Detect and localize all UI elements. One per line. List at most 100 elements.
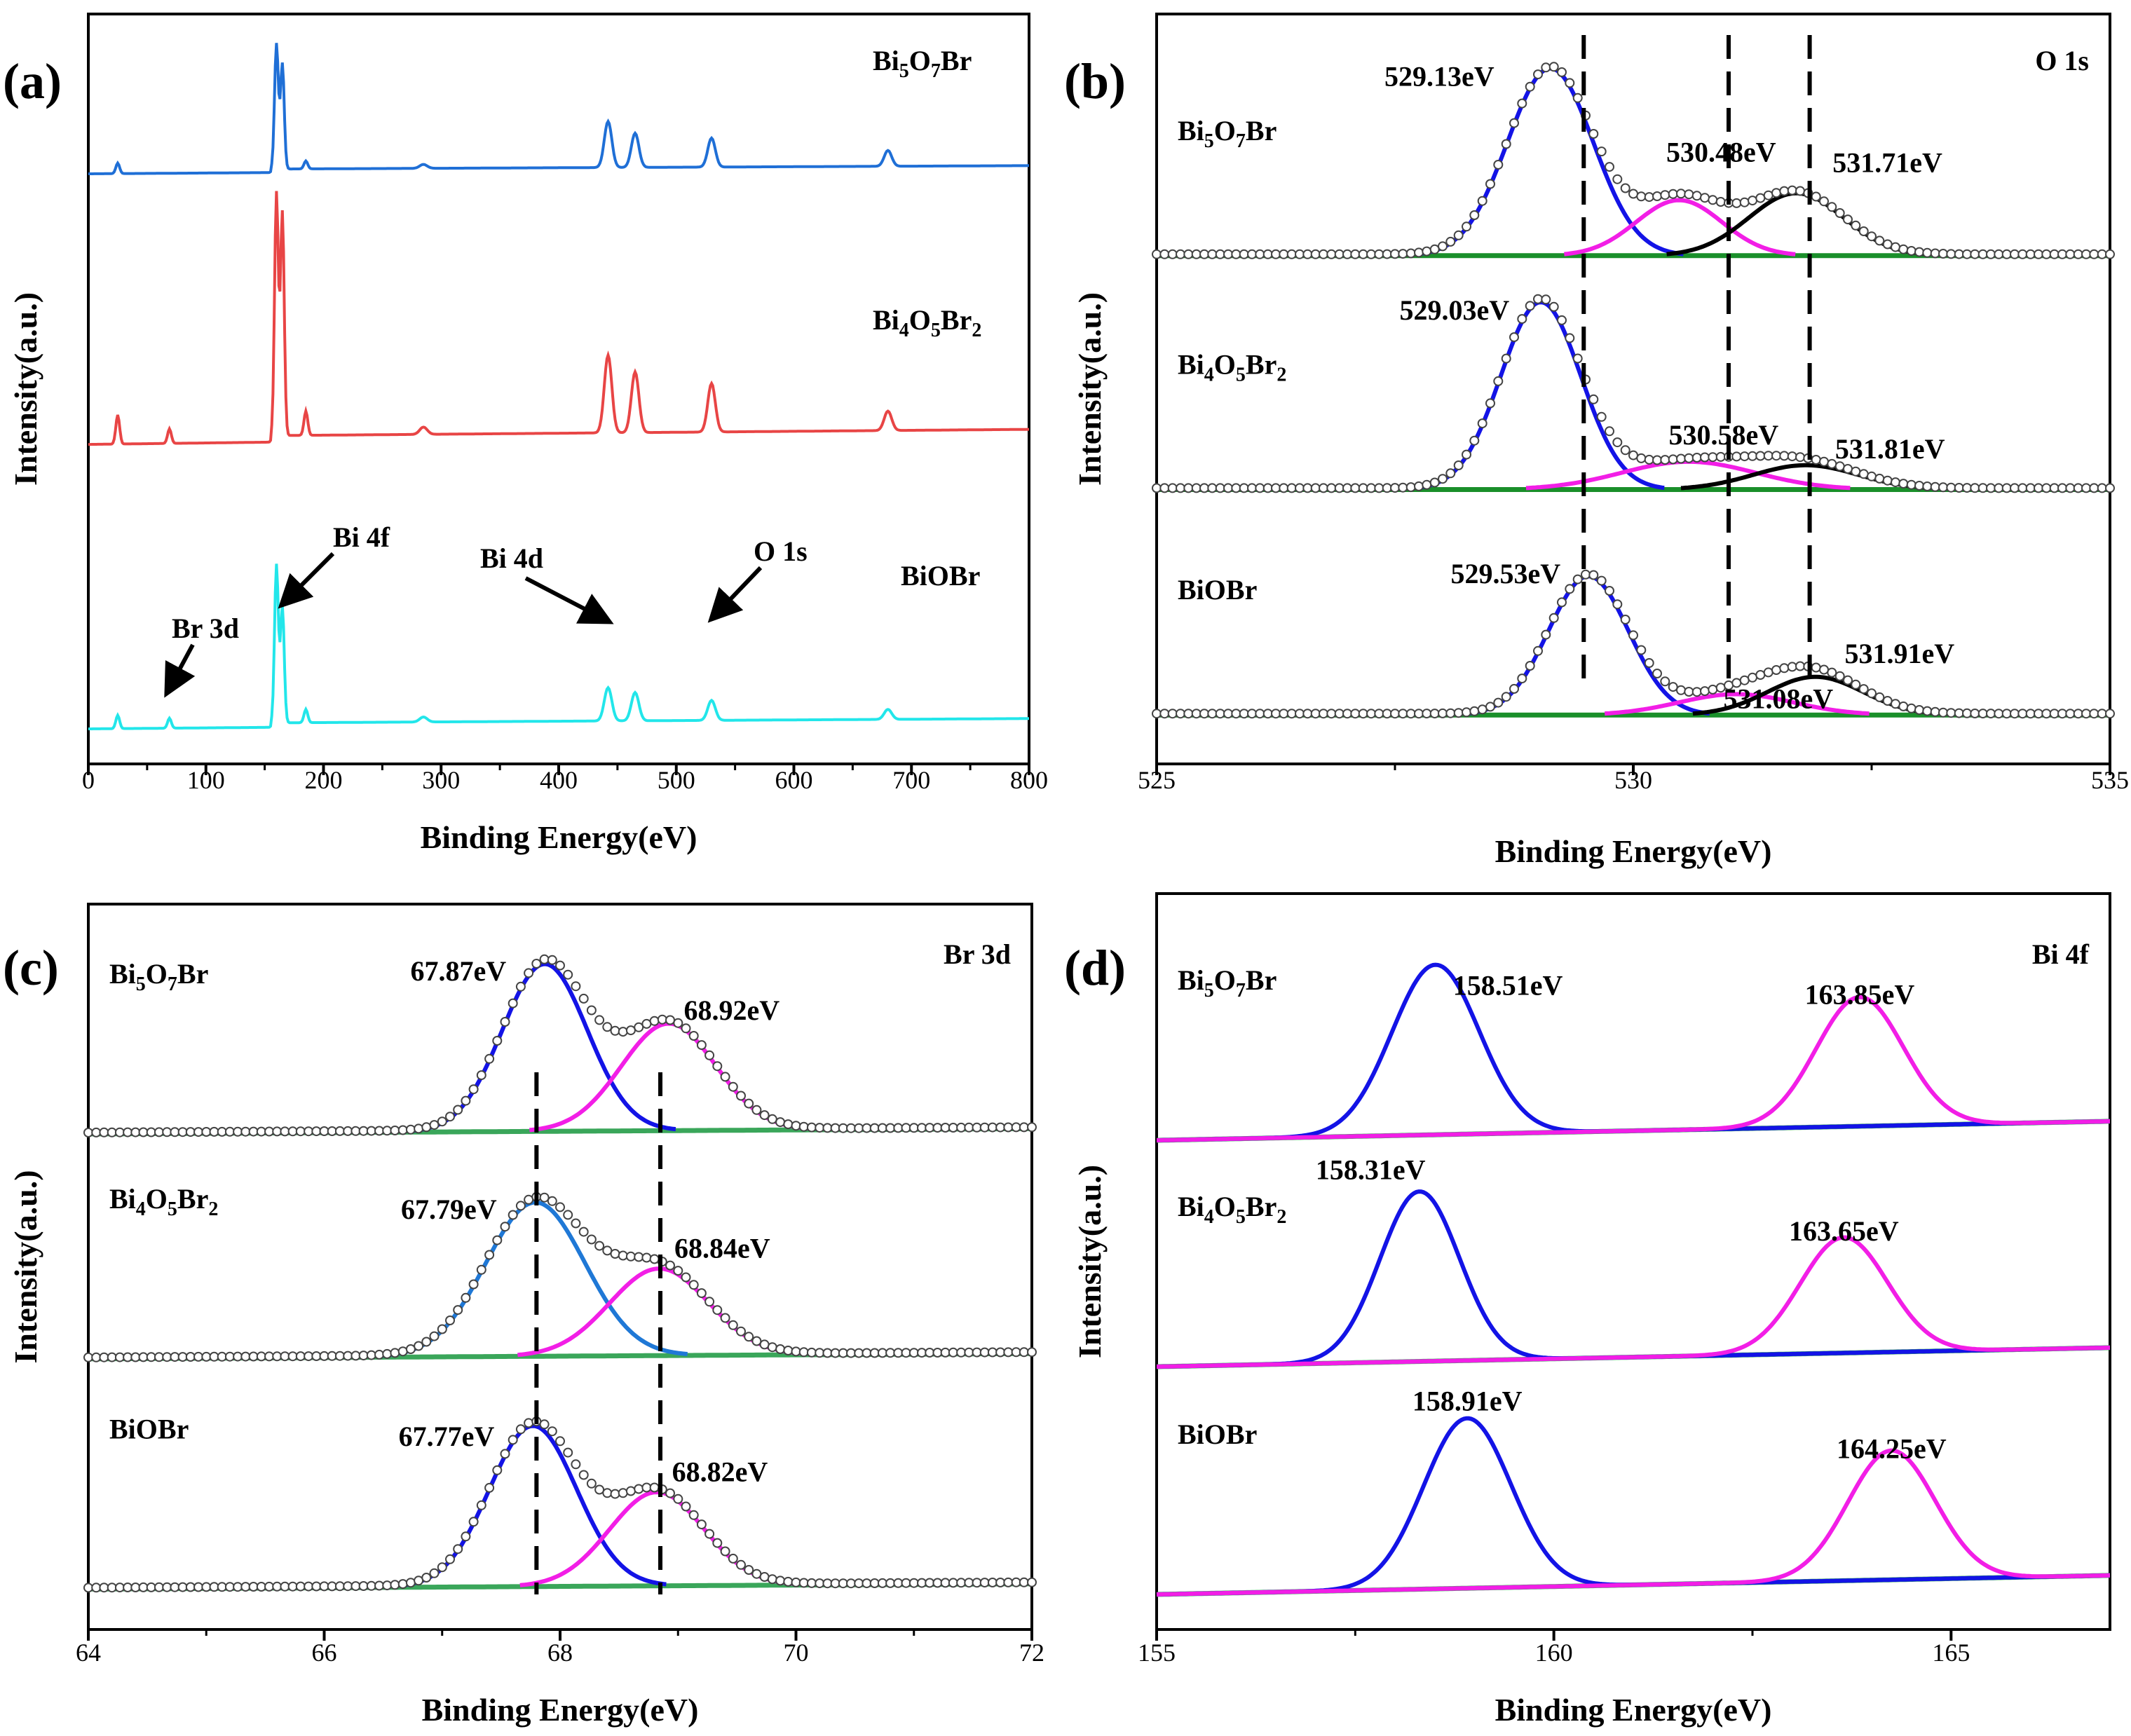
data-point bbox=[1342, 483, 1352, 493]
data-point bbox=[1731, 198, 1742, 208]
data-point bbox=[767, 1114, 777, 1124]
data-point bbox=[146, 1582, 156, 1592]
data-point bbox=[2025, 249, 2036, 259]
series-label-Bi4O5Br2-part: 5 bbox=[1236, 364, 1246, 385]
data-point bbox=[1867, 231, 1877, 242]
data-point bbox=[539, 954, 550, 964]
fit-component bbox=[1157, 1189, 2111, 1369]
data-point bbox=[759, 1339, 770, 1350]
data-point bbox=[1493, 697, 1504, 708]
data-point bbox=[414, 1341, 424, 1351]
data-point bbox=[893, 1578, 904, 1588]
data-point bbox=[1445, 708, 1456, 718]
data-point bbox=[1771, 451, 1781, 461]
data-point bbox=[421, 1337, 432, 1347]
data-point bbox=[1445, 468, 1456, 479]
series-Bi4O5Br2: Bi4O5Br2 67.79eV 68.84eV bbox=[83, 1183, 1037, 1362]
data-point bbox=[1358, 483, 1368, 493]
y-axis-title: Intensity(a.u.) bbox=[8, 292, 43, 486]
series-label-Bi4O5Br2-part: 4 bbox=[1204, 1206, 1214, 1228]
peak-annotation: Br 3d bbox=[172, 613, 239, 644]
series-label-Bi4O5Br2-part: Br bbox=[941, 304, 972, 336]
data-point bbox=[1755, 451, 1766, 461]
x-tick-label: 165 bbox=[1932, 1639, 1970, 1667]
data-point bbox=[1223, 709, 1233, 719]
data-point bbox=[1366, 483, 1376, 493]
x-axis-title: Binding Energy(eV) bbox=[422, 1692, 699, 1728]
data-point bbox=[461, 1095, 471, 1106]
panel-label: (d) bbox=[1064, 940, 1126, 996]
data-point bbox=[193, 1582, 203, 1592]
data-point bbox=[138, 1352, 149, 1362]
data-point bbox=[1342, 709, 1352, 719]
series-label-Bi4O5Br2-part: 5 bbox=[931, 320, 941, 341]
data-point bbox=[1350, 709, 1361, 719]
data-point bbox=[1962, 483, 1972, 493]
data-point bbox=[751, 1568, 762, 1579]
peak-value-label: 164.25eV bbox=[1837, 1433, 1947, 1465]
data-point bbox=[224, 1351, 235, 1362]
data-point bbox=[798, 1347, 809, 1358]
data-point bbox=[1946, 708, 1956, 718]
data-point bbox=[649, 1482, 660, 1493]
data-point bbox=[1596, 146, 1607, 157]
data-point bbox=[107, 1583, 117, 1593]
series-label-Bi5O7Br-part: Bi bbox=[1178, 964, 1204, 996]
x-tick-label: 800 bbox=[1010, 766, 1048, 794]
data-point bbox=[492, 1465, 503, 1475]
data-point bbox=[1525, 301, 1535, 311]
data-point bbox=[1557, 315, 1567, 325]
data-point bbox=[1247, 249, 1257, 259]
data-point bbox=[893, 1348, 904, 1358]
survey-spectrum-Bi4O5Br2 bbox=[88, 191, 1029, 446]
x-tick-label: 535 bbox=[2091, 766, 2129, 794]
data-point bbox=[688, 1031, 699, 1041]
data-point bbox=[445, 1112, 455, 1122]
series-label-Bi4O5Br2-part: Bi bbox=[109, 1183, 136, 1215]
data-point bbox=[1231, 483, 1241, 493]
data-point bbox=[1453, 708, 1464, 718]
data-point bbox=[1429, 477, 1440, 488]
data-point bbox=[1906, 246, 1916, 256]
data-point bbox=[704, 1529, 715, 1539]
data-point bbox=[594, 1241, 605, 1251]
data-point bbox=[1970, 483, 1980, 493]
data-point bbox=[704, 1050, 715, 1060]
data-point bbox=[830, 1348, 840, 1358]
data-point bbox=[1891, 699, 1900, 709]
fit-component bbox=[1157, 1235, 2111, 1369]
series-label-Bi4O5Br2-part: 2 bbox=[1276, 364, 1286, 385]
data-point bbox=[1295, 709, 1305, 719]
data-point bbox=[1612, 437, 1623, 448]
fit-component bbox=[1156, 1448, 2111, 1597]
data-point bbox=[1247, 709, 1257, 719]
data-point bbox=[1453, 460, 1464, 470]
x-tick-label: 66 bbox=[312, 1639, 337, 1667]
data-point bbox=[767, 1574, 777, 1585]
data-point bbox=[1334, 483, 1344, 493]
peak-value-label: 529.13eV bbox=[1384, 61, 1495, 93]
data-point bbox=[2049, 709, 2059, 719]
data-point bbox=[634, 1022, 644, 1032]
data-point bbox=[107, 1127, 117, 1137]
data-point bbox=[1858, 469, 1869, 479]
data-point bbox=[917, 1348, 927, 1358]
data-point bbox=[1159, 709, 1170, 719]
data-point bbox=[665, 1015, 675, 1025]
data-point bbox=[673, 1018, 683, 1028]
data-point bbox=[280, 1581, 290, 1592]
data-point bbox=[979, 1347, 990, 1358]
data-point bbox=[1644, 192, 1654, 203]
data-point bbox=[170, 1127, 180, 1137]
data-point bbox=[1429, 709, 1440, 719]
x-tick-label: 600 bbox=[775, 766, 813, 794]
data-point bbox=[476, 1264, 486, 1275]
data-point bbox=[822, 1348, 833, 1358]
data-point bbox=[1930, 706, 1940, 717]
data-point bbox=[1295, 249, 1305, 259]
data-point bbox=[437, 1116, 447, 1127]
data-point bbox=[1223, 249, 1233, 259]
data-point bbox=[649, 1016, 660, 1026]
data-point bbox=[1390, 709, 1400, 719]
